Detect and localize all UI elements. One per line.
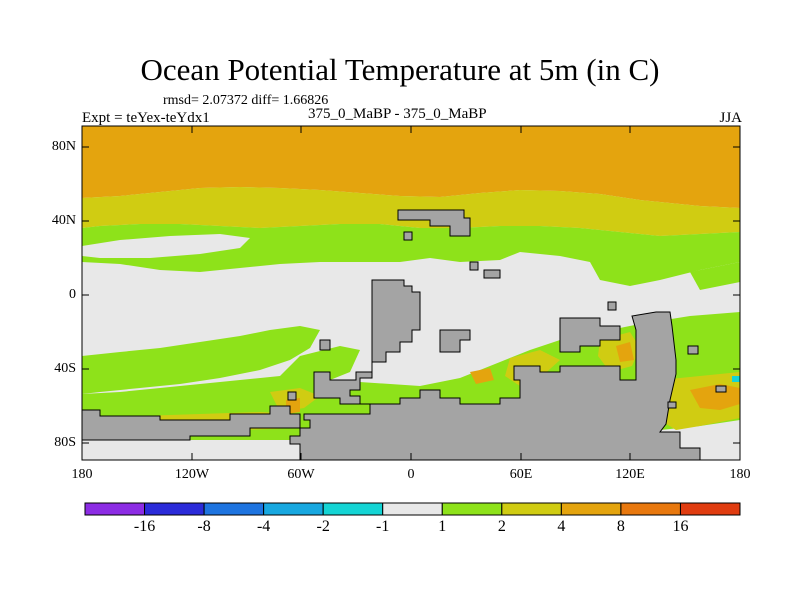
southern-green-band: [82, 326, 320, 394]
land-antarctic-west: [81, 405, 301, 441]
colorbar-label: -1: [376, 518, 390, 535]
x-tick-label: 60W: [287, 467, 315, 482]
south-orange-patch-1: [690, 384, 740, 410]
arctic-warm-region: [82, 126, 740, 208]
land-islet-9: [287, 391, 297, 401]
land-masses: [81, 209, 727, 461]
rmsd-diff-stats: rmsd= 2.07372 diff= 1.66826: [163, 93, 329, 108]
land-islet-2: [469, 261, 479, 271]
x-tick-label: 180: [71, 467, 93, 482]
map-title: Ocean Potential Temperature at 5m (in C): [140, 52, 660, 87]
colorbar-swatch: [501, 502, 562, 516]
colorbar: [84, 502, 741, 516]
colorbar-label: -8: [197, 518, 211, 535]
colorbar-label: 8: [616, 518, 625, 535]
colorbar-swatch: [560, 502, 622, 516]
south-orange-patch-2: [616, 342, 634, 362]
land-north-block: [397, 209, 471, 237]
colorbar-swatch: [263, 502, 324, 516]
colorbar-label: -16: [133, 518, 156, 535]
x-tick-label: 120E: [615, 467, 645, 482]
y-tick-label: 0: [69, 287, 76, 302]
experiment-label: Expt = teYex-teYdx1: [82, 110, 210, 126]
axis-ticks: [81, 126, 741, 460]
negative-anomaly-patch: [732, 376, 740, 382]
colorbar-swatch: [203, 502, 265, 516]
x-tick-label: 180: [729, 467, 751, 482]
y-tick-label: 80S: [54, 435, 76, 450]
colorbar-label: 16: [672, 518, 689, 535]
colorbar-swatch: [620, 502, 681, 516]
land-islet-7: [715, 385, 727, 393]
colorbar-swatch: [382, 502, 443, 516]
season-label: JJA: [719, 110, 742, 126]
land-islet-6: [687, 345, 699, 355]
south-orange-patch-4: [470, 368, 494, 384]
comparison-label: 375_0_MaBP - 375_0_MaBP: [308, 106, 487, 122]
land-americas-like: [289, 279, 701, 461]
map-plot: [81, 125, 741, 461]
colorbar-label: -4: [256, 518, 271, 535]
x-tick-label: 60E: [509, 467, 533, 482]
y-tick-label: 40S: [54, 361, 76, 376]
land-east-block: [559, 317, 621, 353]
colorbar-label: 1: [438, 518, 447, 535]
colorbar-label: -2: [316, 518, 330, 535]
north-pacific-lobe: [82, 234, 250, 258]
colorbar-swatch: [84, 502, 146, 516]
y-tick-label: 80N: [51, 139, 76, 154]
colorbar-swatch: [144, 502, 205, 516]
colorbar-swatch: [679, 502, 741, 516]
colorbar-label: 4: [557, 518, 566, 535]
land-islet-3: [483, 269, 501, 279]
x-tick-label: 0: [407, 467, 415, 482]
land-central-block: [439, 329, 471, 353]
colorbar-label: 2: [497, 518, 506, 535]
land-islet-5: [319, 339, 331, 351]
x-tick-label: 120W: [174, 467, 210, 482]
y-tick-label: 40N: [51, 213, 76, 228]
colorbar-swatch: [322, 502, 384, 516]
colorbar-swatch: [441, 502, 503, 516]
east-pacific-green: [690, 262, 740, 290]
land-islet-1: [403, 231, 413, 241]
land-islet-8: [667, 401, 677, 409]
land-islet-4: [607, 301, 617, 311]
